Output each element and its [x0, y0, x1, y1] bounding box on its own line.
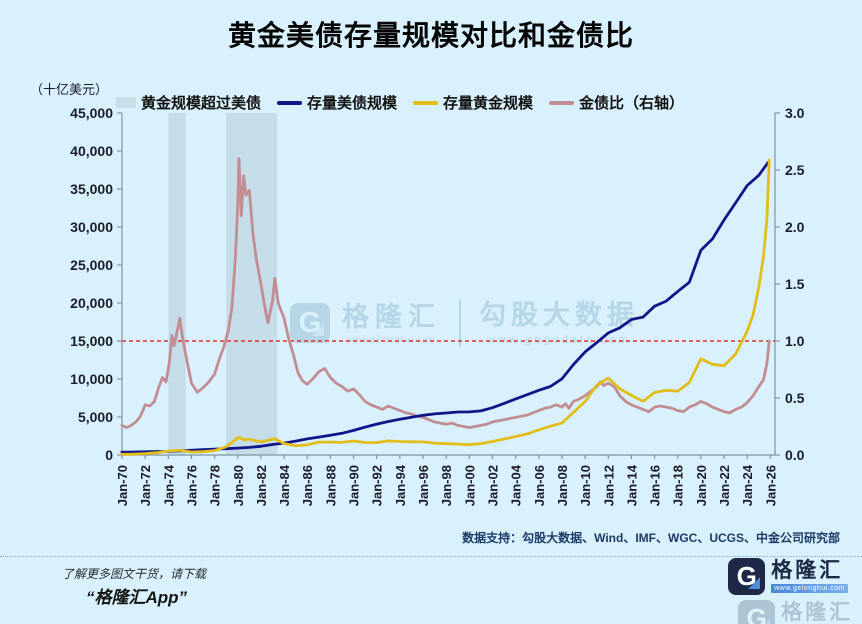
x-axis-tick-label: Jan-88	[323, 465, 338, 506]
watermark-partner-block: 勾股大数据 www.gogudata.com	[479, 300, 639, 346]
shaded-band	[168, 113, 186, 455]
footer-divider	[0, 556, 862, 557]
legend: 黄金规模超过美债 存量美债规模 存量黄金规模 金债比（右轴）	[116, 92, 684, 113]
legend-label: 黄金规模超过美债	[141, 95, 262, 112]
gelonghui-logo: G 格隆汇 www.gelonghui.com	[728, 558, 848, 595]
watermark-brand-block: 格隆汇 www.gelonghui.com	[342, 302, 441, 344]
page-title: 黄金美债存量规模对比和金债比	[227, 20, 634, 51]
x-axis-tick-label: Jan-22	[717, 465, 732, 506]
series-line-0	[120, 160, 770, 454]
watermark-brand-url: www.gelonghui.com	[347, 335, 436, 344]
left-axis-tick-label: 25,000	[70, 257, 113, 273]
left-axis-tick-label: 0	[105, 447, 113, 463]
logo-text-block: 格隆汇 www.gelonghui.com	[781, 600, 858, 624]
x-axis-tick-label: Jan-24	[740, 464, 755, 506]
g-glyph: G	[298, 307, 322, 339]
right-axis-tick-label: 0.0	[785, 447, 805, 463]
series-line-2	[120, 157, 771, 430]
right-axis-tick-label: 2.5	[785, 162, 805, 178]
right-axis-tick-label: 2.0	[785, 219, 805, 235]
g-glyph: G	[736, 561, 757, 591]
legend-item-gold: 存量黄金规模	[413, 92, 533, 113]
x-axis-tick-label: Jan-72	[138, 465, 153, 506]
x-axis-tick-label: Jan-10	[578, 465, 593, 506]
x-axis-tick-label: Jan-20	[694, 465, 709, 506]
x-axis-tick-label: Jan-00	[462, 465, 477, 506]
watermark-brand: 格隆汇	[342, 302, 441, 332]
logo-brand-text: 格隆汇	[781, 601, 854, 624]
right-axis-tick-label: 3.0	[785, 105, 805, 121]
watermark-partner-url: www.gogudata.com	[487, 334, 631, 346]
x-axis-tick-label: Jan-90	[347, 465, 362, 506]
x-axis-tick-label: Jan-96	[416, 465, 431, 506]
legend-line-swatch-us-debt	[277, 100, 303, 105]
x-axis-tick-label: Jan-16	[648, 465, 663, 506]
left-axis-tick-label: 5,000	[78, 409, 113, 425]
promo-text-line2: “格隆汇App”	[86, 588, 188, 607]
x-axis-tick-label: Jan-06	[532, 465, 547, 506]
axis-frame	[121, 113, 776, 456]
left-axis-tick-label: 45,000	[70, 105, 113, 121]
left-axis-tick-label: 10,000	[70, 371, 113, 387]
left-axis-tick-label: 20,000	[70, 295, 113, 311]
series-line-1	[120, 158, 771, 456]
watermark-divider	[459, 299, 461, 347]
gelonghui-logo-watermark: G 格隆汇 www.gelonghui.com	[738, 600, 858, 624]
legend-label: 存量美债规模	[307, 95, 398, 112]
x-axis-tick-label: Jan-18	[671, 465, 686, 506]
x-axis-tick-label: Jan-92	[370, 465, 385, 506]
gelonghui-logo-icon: G	[738, 600, 776, 624]
left-axis-tick-label: 30,000	[70, 219, 113, 235]
legend-label: 金债比（右轴）	[579, 95, 685, 112]
legend-label: 存量黄金规模	[443, 95, 534, 112]
x-axis-tick-label: Jan-70	[115, 465, 130, 506]
watermark: G 格隆汇 www.gelonghui.com 勾股大数据 www.goguda…	[290, 299, 639, 347]
right-axis-tick-label: 1.0	[785, 333, 805, 349]
left-axis-tick-label: 35,000	[70, 181, 113, 197]
x-axis-tick-label: Jan-84	[277, 464, 292, 506]
left-axis-tick-label: 15,000	[70, 333, 113, 349]
right-axis-tick-label: 1.5	[785, 276, 805, 292]
x-axis-tick-label: Jan-98	[439, 465, 454, 506]
x-axis-tick-label: Jan-02	[485, 465, 500, 506]
watermark-partner: 勾股大数据	[479, 300, 639, 330]
x-axis-tick-label: Jan-94	[393, 464, 408, 506]
data-source-note: 数据支持：勾股大数据、Wind、IMF、WGC、UCGS、中金公司研究部	[462, 531, 840, 545]
legend-band-swatch	[116, 97, 136, 108]
legend-line-swatch-ratio	[549, 100, 575, 105]
x-axis-tick-label: Jan-04	[509, 464, 524, 506]
g-glyph: G	[746, 603, 767, 624]
x-axis-tick-label: Jan-14	[624, 464, 639, 506]
logo-url: www.gelonghui.com	[771, 584, 848, 593]
x-axis-tick-label: Jan-82	[254, 465, 269, 506]
promo-text-line1: 了解更多图文干货，请下载	[62, 567, 207, 581]
gelonghui-logo-icon: G	[728, 558, 766, 595]
legend-item-us-debt: 存量美债规模	[277, 92, 397, 113]
left-axis-tick-label: 40,000	[70, 143, 113, 159]
x-axis-tick-label: Jan-86	[300, 465, 315, 506]
logo-text-block: 格隆汇 www.gelonghui.com	[771, 558, 848, 593]
x-axis-tick-label: Jan-26	[763, 465, 778, 506]
legend-item-ratio: 金债比（右轴）	[549, 92, 684, 113]
x-axis-tick-label: Jan-76	[184, 465, 199, 506]
legend-item-band: 黄金规模超过美债	[116, 92, 261, 113]
x-axis-tick-label: Jan-80	[231, 465, 246, 506]
x-axis-tick-label: Jan-78	[208, 465, 223, 506]
x-axis-tick-label: Jan-08	[555, 465, 570, 506]
x-axis-tick-label: Jan-12	[601, 465, 616, 506]
gelonghui-logo-icon: G	[290, 303, 330, 343]
right-axis-tick-label: 0.5	[785, 390, 805, 406]
logo-brand-text: 格隆汇	[771, 559, 844, 582]
x-axis-tick-label: Jan-74	[161, 464, 176, 506]
legend-line-swatch-gold	[413, 100, 439, 105]
left-axis-unit-label: （十亿美元）	[30, 82, 109, 97]
